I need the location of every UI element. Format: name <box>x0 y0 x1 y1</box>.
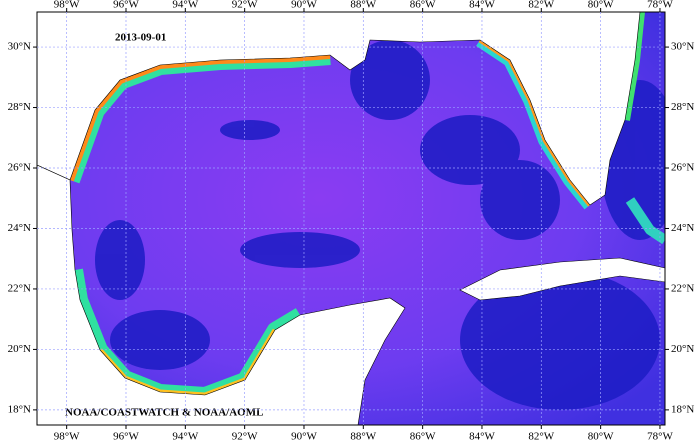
x-tick-label: 78°W <box>647 431 673 443</box>
y-tick-label: 26°N <box>8 162 31 174</box>
x-tick-label: 94°W <box>172 0 198 11</box>
x-tick-label: 88°W <box>350 0 376 11</box>
x-tick-label: 88°W <box>350 431 376 443</box>
x-tick-label: 96°W <box>113 0 139 11</box>
y-tick-label: 30°N <box>671 41 694 53</box>
x-tick-label: 78°W <box>647 0 673 11</box>
map-frame <box>36 11 666 426</box>
x-tick-label: 82°W <box>528 431 554 443</box>
x-tick-label: 94°W <box>172 431 198 443</box>
date-label: 2013-09-01 <box>115 32 166 44</box>
x-tick-label: 84°W <box>469 0 495 11</box>
x-tick-label: 86°W <box>410 431 436 443</box>
x-tick-label: 98°W <box>54 0 80 11</box>
x-tick-label: 92°W <box>232 0 258 11</box>
y-tick-label: 22°N <box>8 282 31 294</box>
y-tick-label: 30°N <box>8 41 31 53</box>
map-area <box>37 12 665 425</box>
x-tick-label: 98°W <box>54 431 80 443</box>
x-tick-label: 90°W <box>291 431 317 443</box>
x-tick-label: 80°W <box>588 431 614 443</box>
x-tick-label: 82°W <box>528 0 554 11</box>
x-tick-label: 80°W <box>588 0 614 11</box>
x-tick-label: 86°W <box>410 0 436 11</box>
y-tick-label: 24°N <box>8 222 31 234</box>
y-tick-label: 18°N <box>671 403 694 415</box>
x-tick-label: 90°W <box>291 0 317 11</box>
y-tick-label: 20°N <box>671 343 694 355</box>
credit-label: NOAA/COASTWATCH & NOAA/AOML <box>65 407 263 419</box>
y-tick-label: 22°N <box>671 282 694 294</box>
y-tick-label: 28°N <box>671 101 694 113</box>
y-tick-label: 18°N <box>8 403 31 415</box>
land <box>37 12 665 425</box>
y-tick-label: 20°N <box>8 343 31 355</box>
y-tick-label: 24°N <box>671 222 694 234</box>
x-tick-label: 84°W <box>469 431 495 443</box>
y-tick-label: 28°N <box>8 101 31 113</box>
x-tick-label: 96°W <box>113 431 139 443</box>
y-tick-label: 26°N <box>671 162 694 174</box>
x-tick-label: 92°W <box>232 431 258 443</box>
